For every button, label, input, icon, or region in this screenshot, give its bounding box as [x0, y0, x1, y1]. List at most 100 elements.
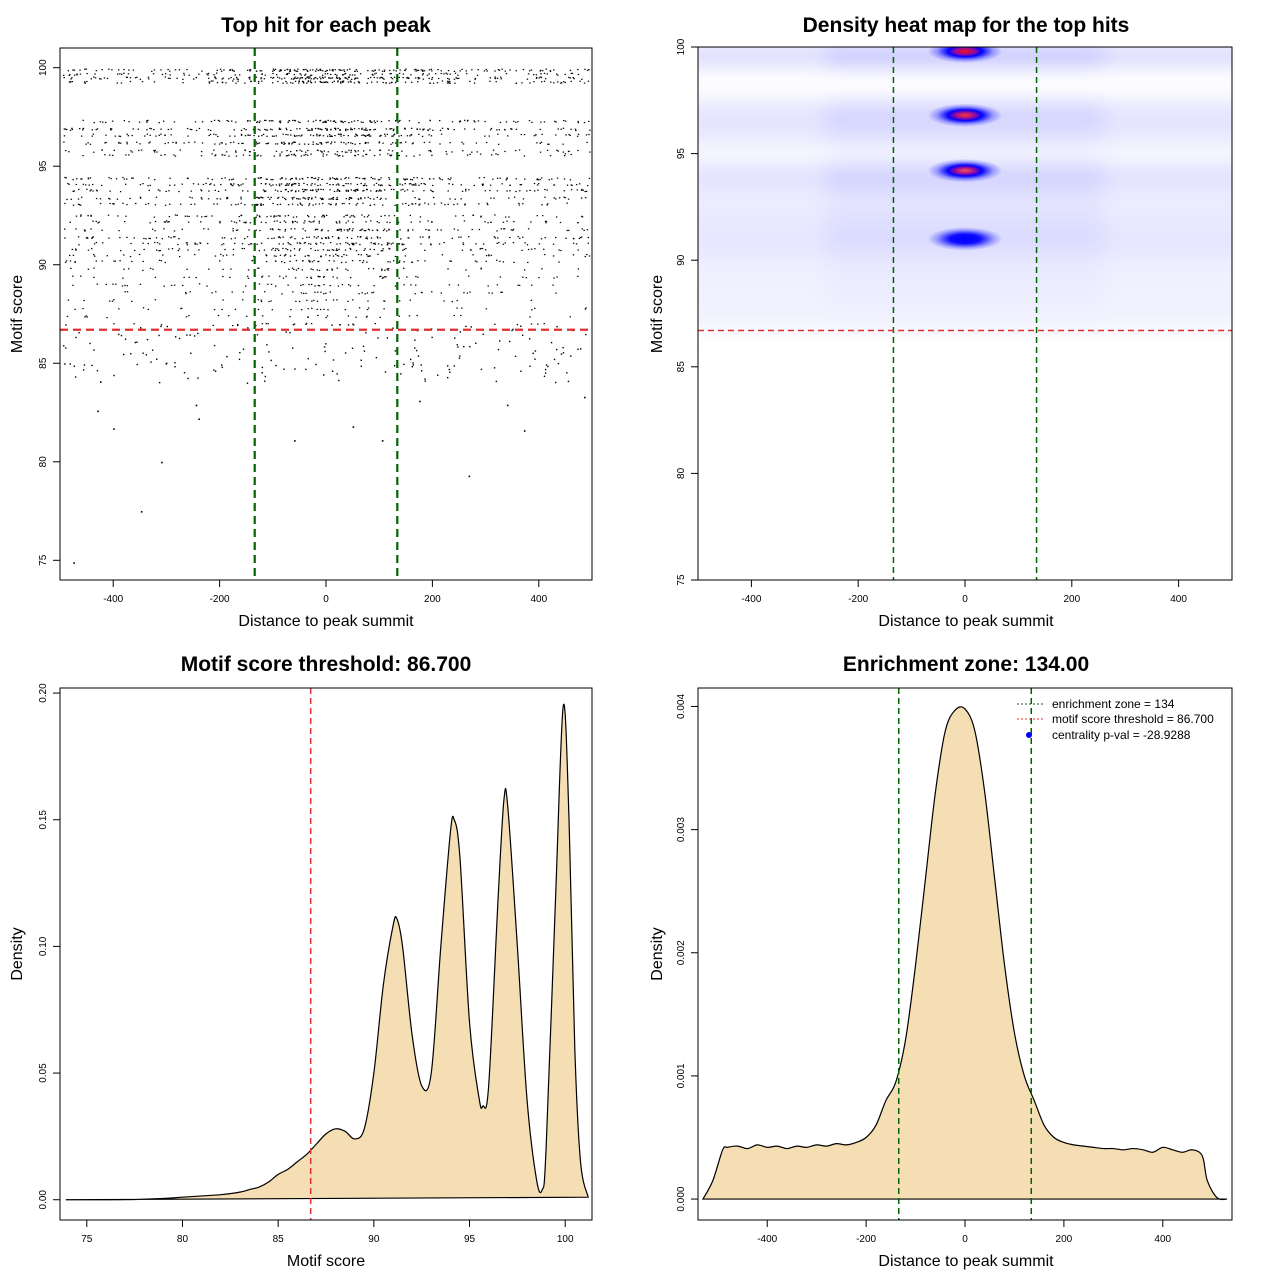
scatter-point — [295, 300, 297, 302]
scatter-point — [334, 135, 336, 137]
heatmap-hotspot — [927, 103, 1003, 127]
scatter-point — [447, 77, 449, 80]
scatter-point — [457, 346, 459, 348]
scatter-point — [252, 255, 255, 257]
scatter-point — [261, 275, 264, 277]
scatter-point — [486, 202, 488, 204]
scatter-point — [570, 355, 572, 357]
scatter-point — [354, 143, 356, 145]
scatter-point — [315, 237, 318, 239]
scatter-point — [216, 72, 218, 74]
scatter-point — [317, 189, 319, 191]
scatter-point — [138, 149, 140, 152]
scatter-point — [348, 244, 351, 246]
scatter-point — [183, 142, 185, 144]
scatter-point — [285, 275, 287, 277]
scatter-point — [177, 249, 179, 252]
scatter-point — [153, 81, 156, 83]
scatter-point — [206, 73, 208, 75]
scatter-point — [330, 129, 332, 131]
scatter-point — [73, 190, 76, 192]
scatter-point — [271, 135, 274, 137]
scatter-point — [213, 203, 215, 205]
scatter-point — [585, 333, 587, 336]
scatter-point — [93, 349, 95, 351]
scatter-point — [497, 237, 499, 239]
scatter-point — [350, 189, 353, 191]
scatter-point — [505, 179, 507, 181]
scatter-point — [570, 80, 572, 83]
scatter-point — [260, 203, 262, 205]
scatter-point — [230, 76, 232, 79]
scatter-point — [523, 155, 526, 157]
scatter-point — [374, 243, 376, 245]
scatter-point — [113, 149, 115, 151]
scatter-point — [341, 151, 343, 153]
scatter-point — [404, 128, 406, 130]
scatter-point — [293, 78, 295, 80]
scatter-point — [78, 188, 80, 191]
scatter-point — [336, 77, 339, 80]
scatter-point — [494, 237, 497, 239]
scatter-point — [221, 244, 223, 246]
scatter-point — [119, 260, 121, 262]
heatmap-band — [826, 187, 1104, 201]
scatter-point — [449, 371, 451, 374]
scatter-point — [568, 229, 570, 232]
scatter-point — [379, 189, 381, 191]
scatter-point — [331, 81, 334, 84]
scatter-point — [577, 68, 579, 71]
scatter-point — [246, 275, 249, 277]
scatter-point — [302, 260, 304, 262]
scatter-point — [448, 183, 450, 185]
scatter-point — [414, 339, 416, 341]
scatter-point — [362, 121, 364, 124]
scatter-point — [293, 248, 296, 250]
scatter-point — [213, 119, 216, 121]
scatter-point — [394, 285, 397, 287]
scatter-point — [321, 228, 323, 231]
scatter-point — [550, 81, 552, 83]
scatter-point — [248, 77, 250, 79]
scatter-point — [323, 293, 325, 295]
scatter-point — [162, 120, 165, 122]
scatter-point — [373, 248, 376, 251]
scatter-point — [214, 76, 217, 78]
scatter-point — [527, 261, 529, 264]
scatter-point — [237, 78, 239, 80]
scatter-point — [279, 122, 282, 124]
scatter-point — [569, 179, 572, 181]
scatter-point — [376, 77, 379, 79]
scatter-point — [330, 77, 332, 79]
scatter-point — [270, 196, 272, 199]
scatter-point — [577, 149, 579, 152]
scatter-point — [402, 203, 404, 205]
scatter-point — [122, 202, 124, 204]
scatter-point — [273, 215, 275, 217]
scatter-point — [344, 177, 346, 180]
scatter-point — [330, 242, 332, 244]
scatter-point — [300, 203, 302, 205]
scatter-point — [286, 155, 289, 157]
scatter-point — [369, 248, 371, 250]
scatter-point — [292, 222, 294, 224]
scatter-point — [142, 269, 144, 272]
scatter-point — [63, 141, 65, 143]
score-density-y-tick-label: 0.10 — [38, 936, 49, 956]
heatmap-x-label: Distance to peak summit — [878, 613, 1054, 630]
scatter-point — [282, 247, 284, 250]
scatter-point — [482, 184, 484, 187]
scatter-point — [541, 268, 543, 270]
scatter-point — [378, 184, 380, 186]
scatter-point — [318, 222, 320, 224]
scatter-point — [258, 250, 261, 252]
scatter-y-tick-label: 85 — [38, 357, 49, 369]
scatter-point — [167, 68, 169, 71]
scatter-point — [544, 372, 547, 374]
scatter-point — [308, 197, 311, 199]
scatter-point — [167, 221, 169, 223]
scatter-point — [317, 143, 319, 145]
scatter-point — [407, 237, 409, 239]
scatter-point — [339, 154, 341, 157]
